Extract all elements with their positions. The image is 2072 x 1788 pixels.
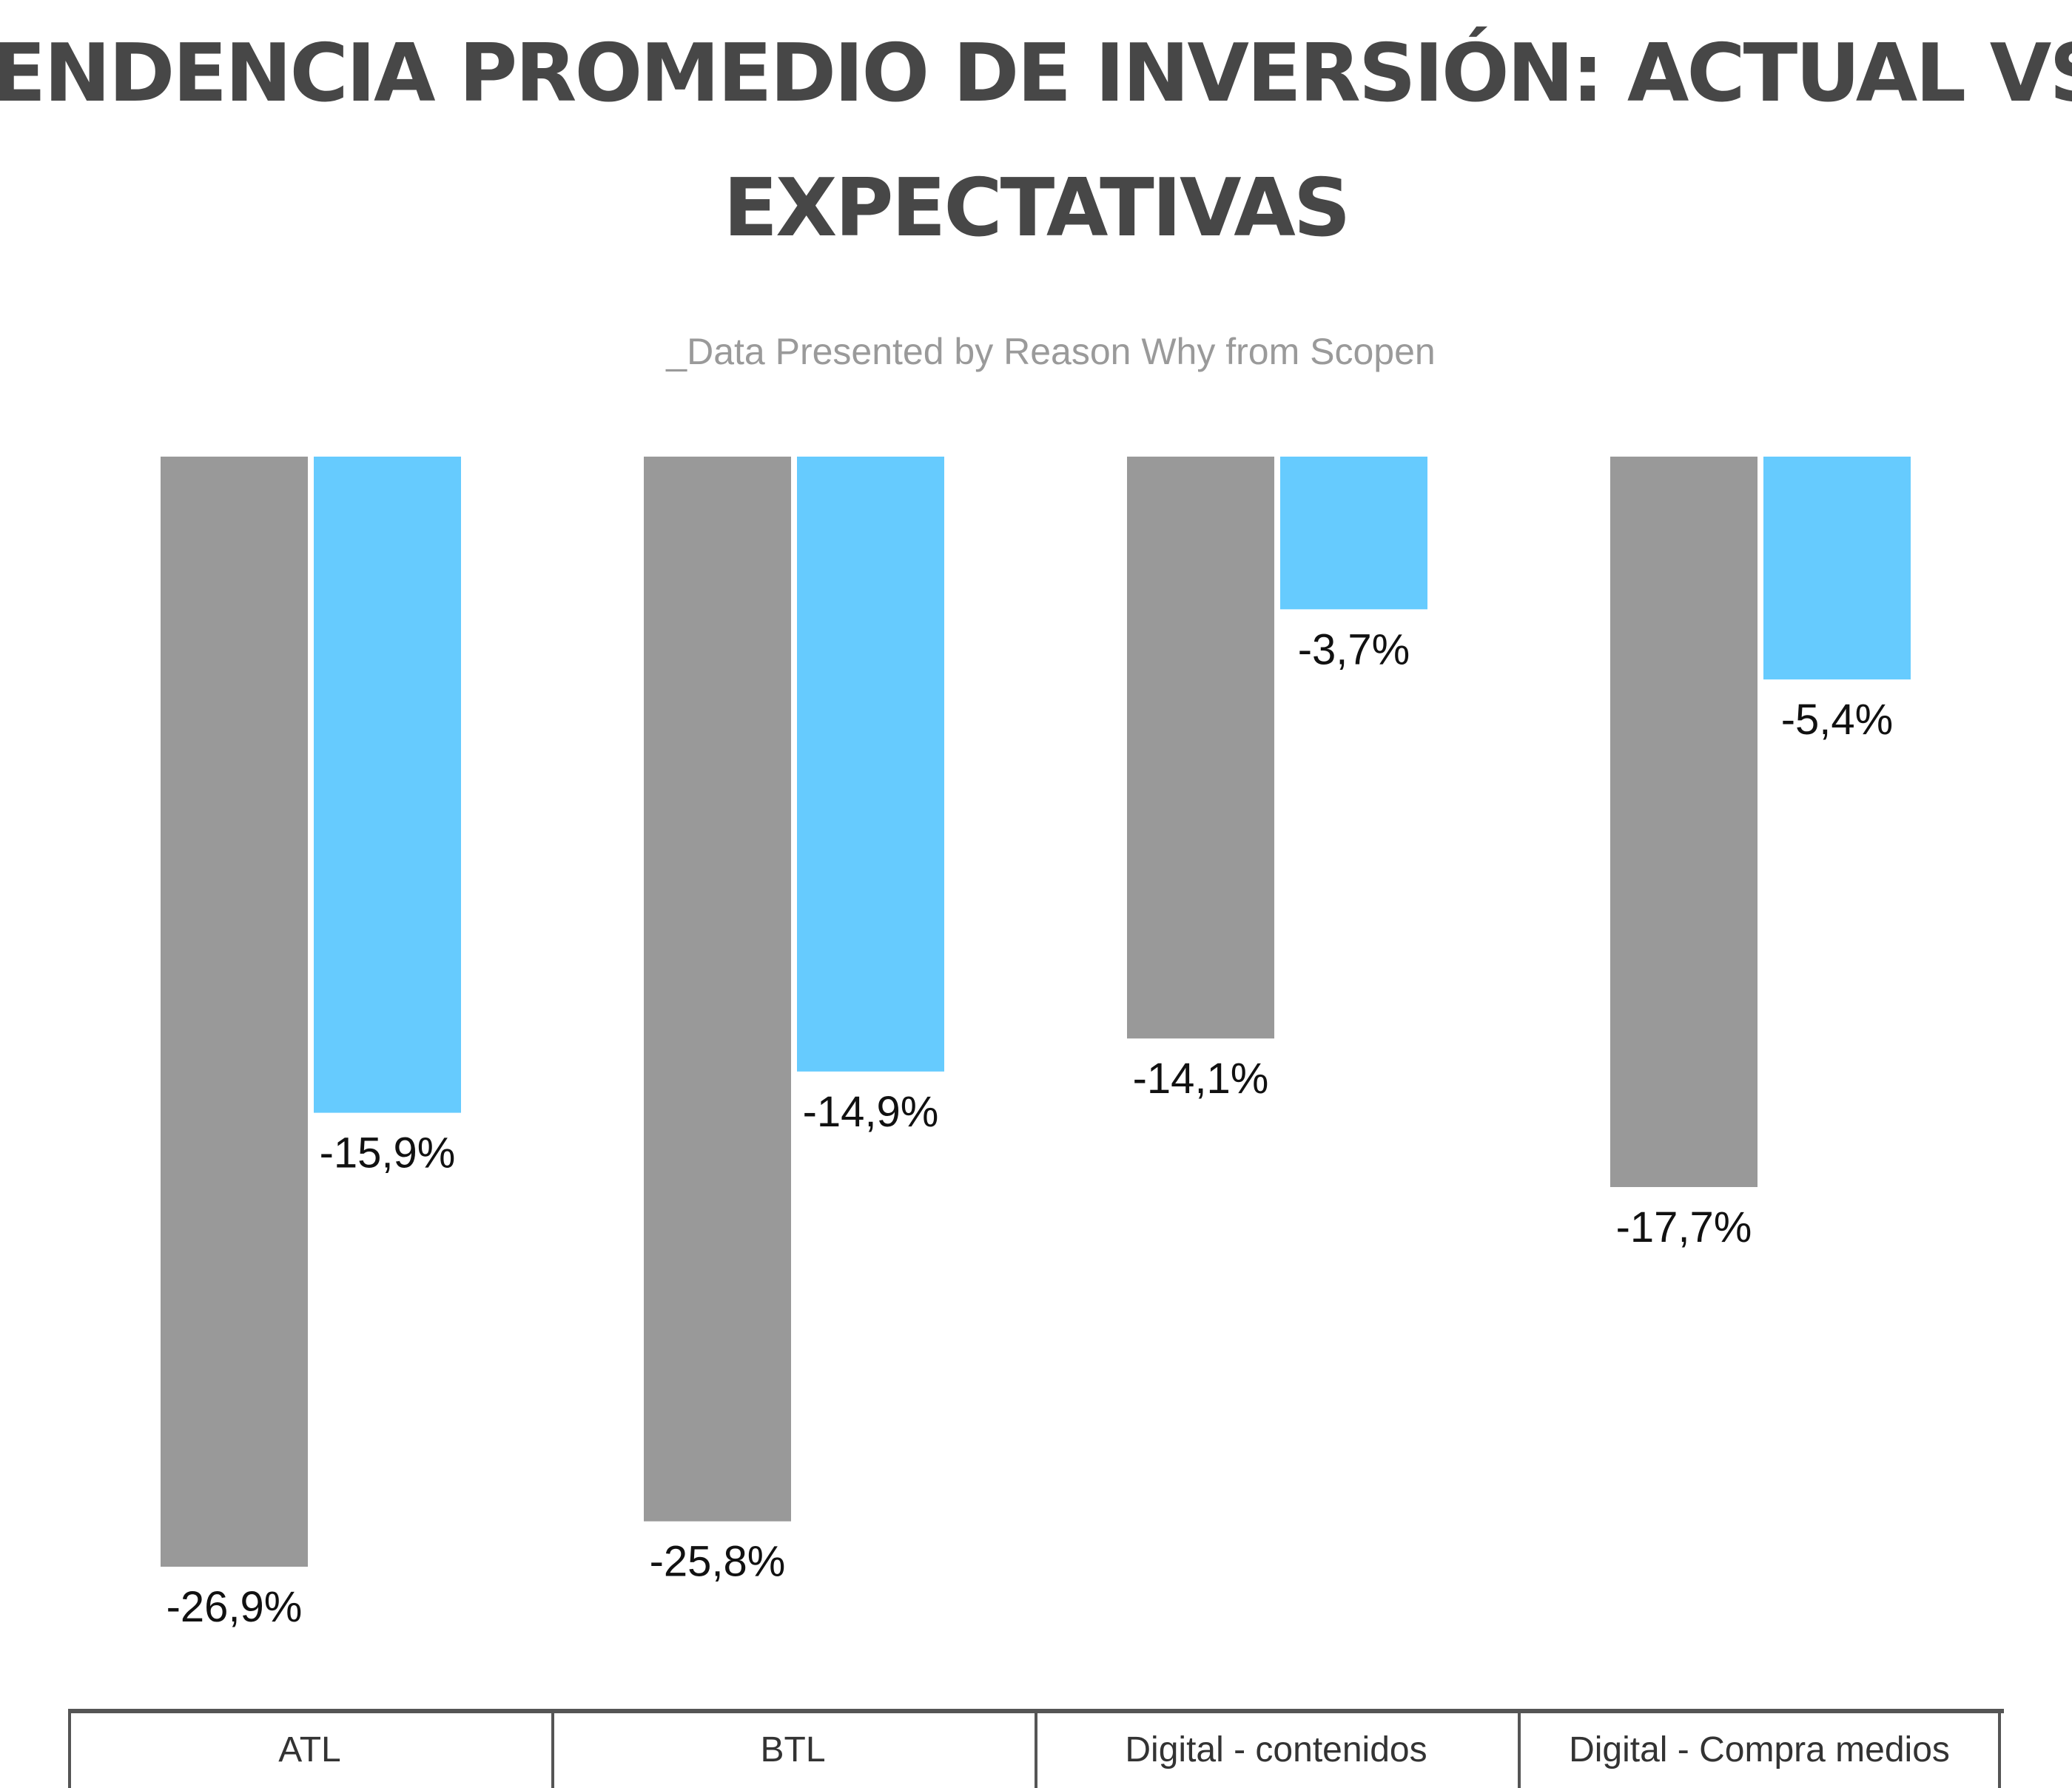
value-label-btl-series-2: -14,9% xyxy=(803,1088,939,1136)
bar-digital-compra-medios-series-1 xyxy=(1610,457,1758,1187)
chart-subtitle: _Data Presented by Reason Why from Scope… xyxy=(665,331,1435,372)
bars-layer xyxy=(161,457,1911,1567)
value-label-btl-series-1: -25,8% xyxy=(650,1538,786,1586)
bar-btl-series-2 xyxy=(797,457,944,1072)
bar-atl-series-2 xyxy=(314,457,461,1113)
chart-title-line-2: EXPECTATIVAS xyxy=(723,162,1348,255)
value-label-atl-series-2: -15,9% xyxy=(320,1129,456,1177)
chart-title-line-1: TENDENCIA PROMEDIO DE INVERSIÓN: ACTUAL … xyxy=(0,26,2072,120)
value-label-digital-compra-medios-series-1: -17,7% xyxy=(1616,1203,1752,1251)
value-labels-layer: -26,9% -15,9% -25,8% -14,9% -14,1% -3,7% -17,7… xyxy=(166,625,1894,1631)
category-label-btl: BTL xyxy=(760,1730,825,1769)
category-axis: ATL BTL Digital - contenidos Digital - Comp… xyxy=(68,1709,2004,1788)
value-label-digital-contenidos-series-2: -3,7% xyxy=(1298,625,1410,673)
value-label-digital-contenidos-series-1: -14,1% xyxy=(1133,1055,1269,1103)
value-label-digital-compra-medios-series-2: -5,4% xyxy=(1781,696,1894,744)
value-label-atl-series-1: -26,9% xyxy=(166,1583,303,1631)
bar-digital-compra-medios-series-2 xyxy=(1763,457,1911,680)
category-label-atl: ATL xyxy=(278,1730,340,1769)
bar-atl-series-1 xyxy=(161,457,308,1567)
bar-btl-series-1 xyxy=(644,457,791,1522)
bar-digital-contenidos-series-1 xyxy=(1127,457,1274,1039)
category-label-digital-contenidos: Digital - contenidos xyxy=(1125,1730,1427,1769)
category-label-digital-compra-medios: Digital - Compra medios xyxy=(1569,1730,1950,1769)
bar-digital-contenidos-series-2 xyxy=(1280,457,1427,610)
